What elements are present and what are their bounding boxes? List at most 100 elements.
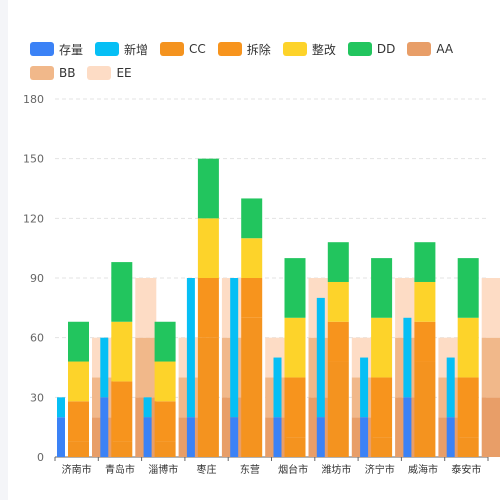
legend-swatch: [87, 66, 112, 80]
bar-segment: [414, 281, 436, 322]
y-tick-label: 60: [30, 332, 44, 345]
legend-item[interactable]: DD: [347, 40, 396, 58]
bar-segment: [111, 441, 133, 457]
x-tick-label: 威海市: [408, 463, 438, 476]
bar-segment: [316, 417, 325, 457]
x-tick-label: 济宁市: [365, 463, 395, 476]
x-tick-label: 枣庄: [197, 463, 217, 476]
bar-segment: [111, 262, 133, 322]
legend-label: 存量: [59, 42, 84, 57]
legend-swatch: [160, 42, 185, 56]
legend-swatch: [347, 42, 372, 56]
bar-segment: [371, 258, 393, 318]
bar-segment: [197, 218, 219, 278]
legend-swatch: [30, 66, 54, 80]
bar-segment: [360, 417, 369, 457]
legend-label: DD: [376, 42, 396, 56]
y-tick-label: 150: [23, 153, 44, 166]
legend-item[interactable]: AA: [407, 40, 453, 58]
legend-swatch: [95, 42, 120, 56]
bar-segment: [414, 361, 436, 457]
bar-segment: [57, 397, 65, 418]
bar-segment: [68, 321, 89, 362]
x-tick-label: 济南市: [62, 463, 92, 476]
bar-segment: [371, 437, 393, 457]
legend-item[interactable]: BB: [30, 64, 75, 82]
bar-segment: [100, 337, 109, 398]
bar-segment: [135, 337, 157, 398]
bar-segment: [154, 321, 176, 362]
legend-swatch: [30, 42, 54, 56]
legend-swatch: [217, 42, 242, 56]
bar-segment: [197, 158, 219, 219]
legend-item[interactable]: 拆除: [217, 40, 271, 58]
bar-segment: [360, 357, 369, 418]
bar-segment: [327, 281, 349, 322]
bar-segment: [68, 401, 89, 442]
y-tick-label: 30: [30, 391, 44, 404]
bar-segment: [481, 278, 500, 338]
bar-segment: [446, 417, 455, 457]
bar-segment: [273, 417, 282, 457]
bar-segment: [111, 321, 133, 382]
x-tick-label: 东营: [240, 463, 260, 476]
bar-segment: [327, 242, 349, 282]
x-tick-label: 烟台市: [278, 463, 308, 476]
bar-segment: [284, 437, 306, 457]
bar-segment: [135, 278, 157, 338]
bar-segment: [68, 441, 89, 457]
bar-segment: [241, 198, 263, 239]
legend-item[interactable]: 存量: [30, 40, 83, 58]
legend-label: 整改: [311, 42, 336, 57]
legend-swatch: [407, 42, 432, 56]
bar-segment: [371, 377, 393, 438]
bar-segment: [230, 417, 239, 457]
bar-segment: [481, 397, 500, 457]
bar-segment: [57, 417, 65, 457]
legend-item[interactable]: EE: [87, 64, 132, 82]
bar-segment: [230, 278, 239, 418]
bar-segment: [316, 297, 325, 418]
bar-segment: [111, 381, 133, 442]
legend: 存量 新增 CC 拆除 整改 DD AA BB EE: [30, 40, 500, 82]
bar-segment: [186, 278, 195, 418]
bar-segment: [446, 357, 455, 418]
legend-label: CC: [189, 42, 206, 56]
bar-segment: [154, 361, 176, 402]
bar-segment: [273, 357, 282, 418]
y-tick-label: 180: [23, 93, 44, 106]
bar-segment: [241, 278, 263, 318]
legend-item[interactable]: 整改: [282, 40, 336, 58]
bar-segment: [100, 397, 109, 457]
bar-segment: [186, 417, 195, 457]
y-tick-label: 0: [37, 451, 44, 464]
legend-item[interactable]: CC: [160, 40, 206, 58]
legend-label: 新增: [124, 42, 149, 57]
bar-segment: [197, 337, 219, 457]
bar-segment: [481, 337, 500, 398]
x-tick-label: 淄博市: [148, 463, 178, 476]
bar-segment: [371, 317, 393, 378]
y-tick-label: 90: [30, 272, 44, 285]
bar-segment: [457, 377, 479, 438]
bar-segment: [241, 317, 263, 457]
legend-label: 拆除: [246, 42, 271, 57]
bar-segment: [414, 242, 436, 282]
legend-item[interactable]: 新增: [95, 40, 148, 58]
x-tick-label: 泰安市: [451, 463, 481, 476]
bar-segment: [68, 361, 89, 402]
bar-segment: [457, 317, 479, 378]
bar-segment: [403, 317, 412, 398]
bar-segment: [284, 317, 306, 378]
bar-segment: [284, 377, 306, 438]
bar-segment: [197, 278, 219, 338]
bar-segment: [143, 417, 152, 457]
bar-segment: [403, 397, 412, 457]
legend-label: AA: [436, 42, 454, 56]
bar-segment: [457, 258, 479, 318]
legend-label: EE: [116, 66, 132, 80]
y-tick-label: 120: [23, 212, 44, 225]
bar-segment: [241, 238, 263, 278]
legend-swatch: [282, 42, 307, 56]
